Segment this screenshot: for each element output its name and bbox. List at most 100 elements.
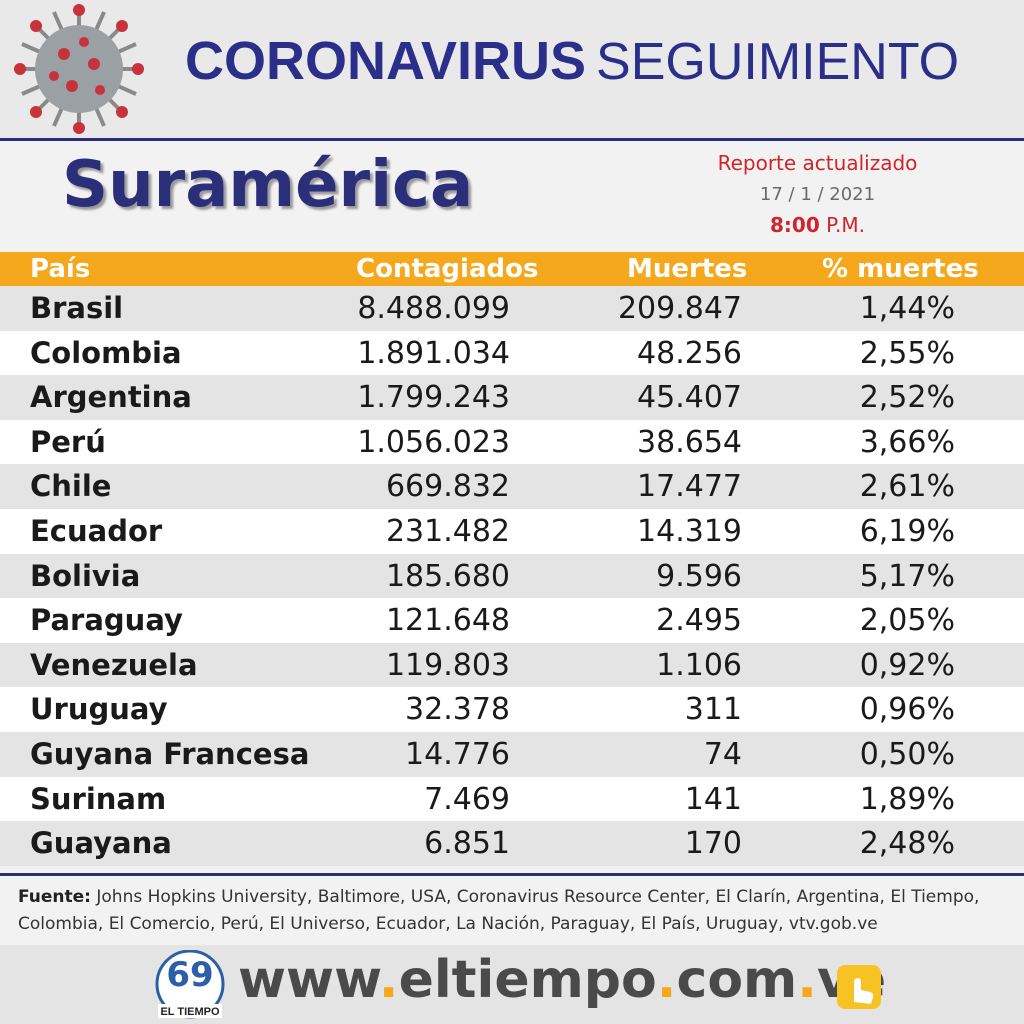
column-header: Muertes bbox=[627, 254, 748, 284]
country: Ecuador bbox=[30, 513, 163, 548]
table-row: Colombia 1.891.034 48.256 2,55% bbox=[0, 330, 1024, 376]
logo-number: 69 bbox=[166, 955, 213, 995]
logo: 69 EL TIEMPO bbox=[155, 950, 225, 1019]
cell: 170 bbox=[684, 826, 742, 862]
url-part: . bbox=[797, 950, 817, 1010]
report-date: 17 / 1 / 2021 bbox=[759, 184, 876, 205]
cell: 2,05% bbox=[859, 603, 955, 639]
cell: 121.648 bbox=[385, 603, 510, 639]
table: País Contagiados Muertes % muertes Brasil 8.… bbox=[0, 252, 1024, 866]
table-row: Paraguay 121.648 2.495 2,05% bbox=[0, 598, 1024, 643]
table-row: Perú 1.056.023 38.654 3,66% bbox=[0, 419, 1024, 465]
cell: 0,92% bbox=[859, 647, 955, 683]
cell: 45.407 bbox=[637, 380, 742, 416]
cell: 0,96% bbox=[859, 692, 955, 728]
table-header: País Contagiados Muertes % muertes bbox=[0, 252, 1024, 286]
report-label: Reporte actualizado bbox=[717, 151, 918, 175]
cell: 311 bbox=[684, 692, 742, 728]
click-icon bbox=[837, 965, 881, 1009]
virus-icon bbox=[14, 4, 144, 134]
title: CORONAVIRUS SEGUIMIENTO bbox=[185, 30, 959, 92]
cell: 2,61% bbox=[859, 469, 955, 505]
column-header: País bbox=[30, 254, 91, 284]
country: Chile bbox=[30, 469, 112, 504]
cell: 74 bbox=[703, 736, 742, 772]
cell: 1.799.243 bbox=[357, 380, 510, 416]
country: Colombia bbox=[30, 335, 182, 370]
country: Bolivia bbox=[30, 558, 141, 593]
cell: 2,55% bbox=[859, 335, 955, 371]
cell: 32.378 bbox=[405, 692, 510, 728]
title-main: CORONAVIRUS bbox=[185, 31, 587, 91]
cell: 9.596 bbox=[656, 558, 742, 594]
logo-name: EL TIEMPO bbox=[160, 1006, 220, 1018]
cell: 6,19% bbox=[859, 513, 955, 549]
report-time: 8:00 bbox=[769, 213, 820, 237]
cell: 1,89% bbox=[859, 781, 955, 817]
cell: 1.891.034 bbox=[357, 335, 510, 371]
cell: 0,50% bbox=[859, 736, 955, 772]
table-row: Venezuela 119.803 1.106 0,92% bbox=[0, 642, 1024, 688]
cell: 5,17% bbox=[859, 558, 955, 594]
url-part: eltiempo bbox=[398, 950, 657, 1010]
cell: 2,48% bbox=[859, 826, 955, 862]
source-label: Fuente: bbox=[18, 887, 91, 907]
url-part: . bbox=[378, 950, 399, 1010]
country: Perú bbox=[30, 424, 106, 459]
country: Venezuela bbox=[30, 647, 198, 682]
cell: 7.469 bbox=[424, 781, 510, 817]
cell: 141 bbox=[684, 781, 742, 817]
cell: 1.106 bbox=[656, 647, 742, 683]
cell: 14.319 bbox=[637, 513, 742, 549]
url-part: . bbox=[656, 950, 677, 1010]
table-body: Brasil 8.488.099 209.847 1,44% Colombia 1.891… bbox=[0, 286, 1024, 866]
table-row: Guayana 6.851 170 2,48% bbox=[0, 821, 1024, 866]
column-header: % muertes bbox=[822, 254, 979, 284]
cell: 14.776 bbox=[405, 736, 510, 772]
cell: 231.482 bbox=[385, 513, 510, 549]
report: Reporte actualizado 17 / 1 / 2021 8:00 P… bbox=[690, 148, 945, 241]
cell: 17.477 bbox=[637, 469, 742, 505]
cell: 119.803 bbox=[385, 647, 510, 683]
table-row: Bolivia 185.680 9.596 5,17% bbox=[0, 553, 1024, 599]
url-part: www bbox=[238, 950, 379, 1010]
source: Fuente: Johns Hopkins University, Baltim… bbox=[18, 884, 1008, 938]
source-text: Johns Hopkins University, Baltimore, USA… bbox=[18, 887, 980, 934]
logo-band bbox=[158, 1004, 222, 1018]
title-sub: SEGUIMIENTO bbox=[596, 33, 960, 91]
header-band bbox=[0, 0, 1024, 141]
table-row: Guyana Francesa 14.776 74 0,50% bbox=[0, 731, 1024, 777]
table-row: Surinam 7.469 141 1,89% bbox=[0, 776, 1024, 822]
table-row: Ecuador 231.482 14.319 6,19% bbox=[0, 508, 1024, 554]
cell: 185.680 bbox=[385, 558, 510, 594]
divider bbox=[0, 873, 1024, 876]
cell: 1.056.023 bbox=[357, 424, 510, 460]
table-row: Chile 669.832 17.477 2,61% bbox=[0, 464, 1024, 509]
report-period: P.M. bbox=[826, 213, 866, 237]
cell: 38.654 bbox=[637, 424, 742, 460]
cell: 8.488.099 bbox=[357, 291, 510, 326]
region: Suramérica bbox=[62, 148, 474, 222]
table-row: Uruguay 32.378 311 0,96% bbox=[0, 687, 1024, 732]
table-row: Brasil 8.488.099 209.847 1,44% bbox=[0, 286, 1024, 331]
url-part: com bbox=[676, 950, 798, 1010]
column-header: Contagiados bbox=[356, 254, 539, 284]
cell: 3,66% bbox=[859, 424, 955, 460]
url: www.eltiempo.com.ve bbox=[238, 950, 886, 1010]
country: Guyana Francesa bbox=[30, 736, 310, 771]
cell: 6.851 bbox=[424, 826, 510, 862]
country: Argentina bbox=[30, 380, 192, 415]
cell: 2.495 bbox=[656, 603, 742, 639]
table-row: Argentina 1.799.243 45.407 2,52% bbox=[0, 375, 1024, 420]
cell: 2,52% bbox=[859, 380, 955, 416]
country: Brasil bbox=[30, 291, 124, 325]
country: Guayana bbox=[30, 826, 172, 861]
cell: 669.832 bbox=[385, 469, 510, 505]
country: Surinam bbox=[30, 781, 167, 816]
cell: 1,44% bbox=[859, 291, 955, 326]
country: Paraguay bbox=[30, 603, 183, 638]
cell: 48.256 bbox=[637, 335, 742, 371]
country: Uruguay bbox=[30, 692, 168, 727]
